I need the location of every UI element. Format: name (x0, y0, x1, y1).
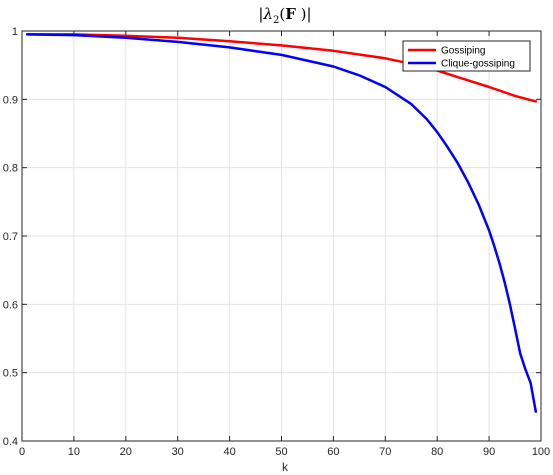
y-tick-label: 0.6 (3, 299, 18, 311)
chart-title: |λ2(F )| (258, 5, 311, 26)
x-tick-label: 90 (483, 446, 495, 458)
y-tick-label: 0.4 (3, 436, 18, 448)
legend: Gossiping Clique-gossiping (402, 40, 531, 72)
x-tick-label: 40 (223, 446, 235, 458)
y-tick-label: 0.7 (3, 231, 18, 243)
legend-box (402, 40, 531, 72)
series-line-gossiping (25, 33, 538, 103)
y-tick-label: 0.9 (3, 94, 18, 106)
axes-box (21, 30, 542, 442)
legend-entry-label: Gossiping (441, 46, 485, 57)
x-tick-label: 50 (275, 446, 287, 458)
x-tick-label: 20 (120, 446, 132, 458)
y-tick-label: 1 (12, 26, 18, 38)
x-tick-label: 100 (532, 446, 550, 458)
x-tick-label: 80 (431, 446, 443, 458)
y-tick-label: 0.8 (3, 163, 18, 175)
plot-area: 0 10 20 30 40 50 60 70 80 90 100 0.4 0.5 0.6 0.7 0.8 0.9… (3, 26, 550, 458)
x-axis-label: k (282, 460, 289, 474)
x-tick-label: 30 (172, 446, 184, 458)
x-tick-label: 10 (68, 446, 80, 458)
y-tick-label: 0.5 (3, 368, 18, 380)
x-tick-label: 0 (19, 446, 25, 458)
legend-entry-label: Clique-gossiping (441, 59, 515, 70)
series-line-clique-gossiping (25, 33, 538, 413)
x-tick-label: 60 (327, 446, 339, 458)
x-tick-label: 70 (379, 446, 391, 458)
